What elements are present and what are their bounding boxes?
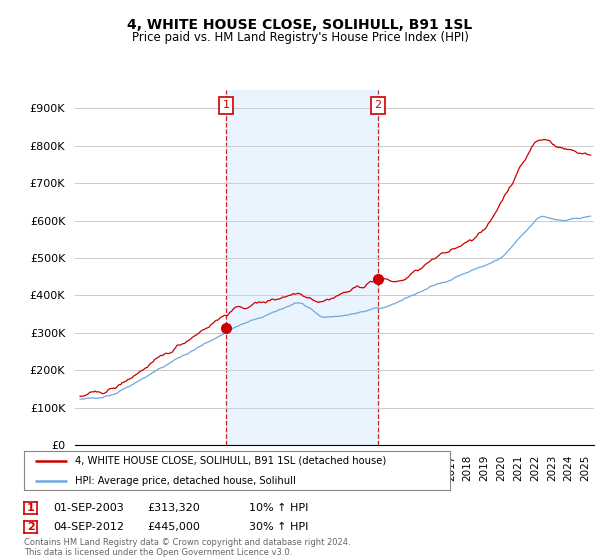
Text: 01-SEP-2003: 01-SEP-2003 <box>53 503 124 513</box>
Text: Price paid vs. HM Land Registry's House Price Index (HPI): Price paid vs. HM Land Registry's House … <box>131 31 469 44</box>
Text: 4, WHITE HOUSE CLOSE, SOLIHULL, B91 1SL: 4, WHITE HOUSE CLOSE, SOLIHULL, B91 1SL <box>127 18 473 32</box>
Text: 2: 2 <box>27 522 34 532</box>
Text: £445,000: £445,000 <box>147 522 200 532</box>
Text: 1: 1 <box>27 503 34 513</box>
Text: 10% ↑ HPI: 10% ↑ HPI <box>249 503 308 513</box>
Text: 30% ↑ HPI: 30% ↑ HPI <box>249 522 308 532</box>
Text: £313,320: £313,320 <box>147 503 200 513</box>
Text: 04-SEP-2012: 04-SEP-2012 <box>53 522 124 532</box>
Text: 2: 2 <box>374 100 382 110</box>
Text: 1: 1 <box>223 100 230 110</box>
Text: 4, WHITE HOUSE CLOSE, SOLIHULL, B91 1SL (detached house): 4, WHITE HOUSE CLOSE, SOLIHULL, B91 1SL … <box>75 456 386 466</box>
Bar <box>226 90 378 445</box>
Text: HPI: Average price, detached house, Solihull: HPI: Average price, detached house, Soli… <box>75 477 296 487</box>
Text: Contains HM Land Registry data © Crown copyright and database right 2024.
This d: Contains HM Land Registry data © Crown c… <box>24 538 350 557</box>
